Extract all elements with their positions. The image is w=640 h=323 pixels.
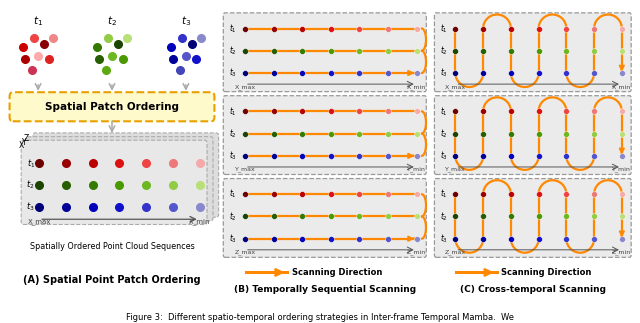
FancyBboxPatch shape (435, 13, 631, 92)
Text: $t_1$: $t_1$ (26, 157, 35, 170)
Text: Z: Z (24, 134, 29, 143)
Text: $t_2$: $t_2$ (440, 45, 447, 57)
Text: Figure 3:  Different spatio-temporal ordering strategies in Inter-frame Temporal: Figure 3: Different spatio-temporal orde… (126, 313, 514, 322)
Text: Scanning Direction: Scanning Direction (292, 268, 382, 277)
Text: X_max: X_max (234, 84, 255, 89)
Text: Y: Y (22, 138, 26, 147)
FancyBboxPatch shape (21, 140, 207, 224)
FancyBboxPatch shape (435, 96, 631, 174)
Text: $t_3$: $t_3$ (229, 233, 237, 245)
Text: Spatially Ordered Point Cloud Sequences: Spatially Ordered Point Cloud Sequences (29, 242, 195, 251)
Text: Y_min: Y_min (612, 167, 631, 172)
Text: $t_3$: $t_3$ (229, 150, 237, 162)
Text: X_max: X_max (445, 84, 466, 89)
FancyBboxPatch shape (223, 96, 426, 174)
FancyBboxPatch shape (223, 179, 426, 257)
Text: X_max: X_max (28, 218, 51, 225)
Text: $t_3$: $t_3$ (440, 233, 447, 245)
Text: $t_1$: $t_1$ (229, 22, 237, 35)
Text: X_min: X_min (407, 84, 426, 89)
Text: (B) Temporally Sequential Scanning: (B) Temporally Sequential Scanning (234, 286, 416, 294)
Text: $t_3$: $t_3$ (181, 14, 191, 28)
Text: $t_1$: $t_1$ (440, 105, 447, 118)
Text: Z_max: Z_max (445, 250, 466, 255)
Text: $t_2$: $t_2$ (26, 179, 35, 192)
Text: $t_2$: $t_2$ (229, 210, 237, 223)
Text: $t_2$: $t_2$ (229, 45, 237, 57)
Text: (A) Spatial Point Patch Ordering: (A) Spatial Point Patch Ordering (23, 275, 201, 285)
Text: Z_max: Z_max (234, 250, 255, 255)
Text: $t_3$: $t_3$ (229, 67, 237, 79)
Text: X: X (19, 141, 24, 150)
Text: Spatial Patch Ordering: Spatial Patch Ordering (45, 102, 179, 112)
Text: $t_2$: $t_2$ (440, 127, 447, 140)
Text: X_min: X_min (189, 218, 211, 225)
Text: Y_max: Y_max (234, 167, 255, 172)
Text: $t_1$: $t_1$ (440, 188, 447, 201)
Text: $t_2$: $t_2$ (229, 127, 237, 140)
Text: $t_2$: $t_2$ (107, 14, 117, 28)
FancyBboxPatch shape (27, 137, 213, 221)
Text: $t_2$: $t_2$ (440, 210, 447, 223)
FancyBboxPatch shape (223, 13, 426, 92)
Text: $t_3$: $t_3$ (440, 150, 447, 162)
Text: (C) Cross-temporal Scanning: (C) Cross-temporal Scanning (460, 286, 606, 294)
FancyBboxPatch shape (33, 133, 219, 217)
Text: $t_3$: $t_3$ (26, 201, 35, 213)
Text: Y_min: Y_min (407, 167, 426, 172)
Text: Y_max: Y_max (445, 167, 466, 172)
FancyBboxPatch shape (10, 92, 214, 121)
Text: $t_1$: $t_1$ (229, 105, 237, 118)
Text: $t_3$: $t_3$ (440, 67, 447, 79)
Text: Scanning Direction: Scanning Direction (500, 268, 591, 277)
Text: $t_1$: $t_1$ (33, 14, 43, 28)
Text: $t_1$: $t_1$ (229, 188, 237, 201)
Text: $t_1$: $t_1$ (440, 22, 447, 35)
Text: X_min: X_min (612, 84, 632, 89)
Text: Z_min: Z_min (407, 250, 426, 255)
Text: Z_min: Z_min (612, 250, 632, 255)
FancyBboxPatch shape (435, 179, 631, 257)
